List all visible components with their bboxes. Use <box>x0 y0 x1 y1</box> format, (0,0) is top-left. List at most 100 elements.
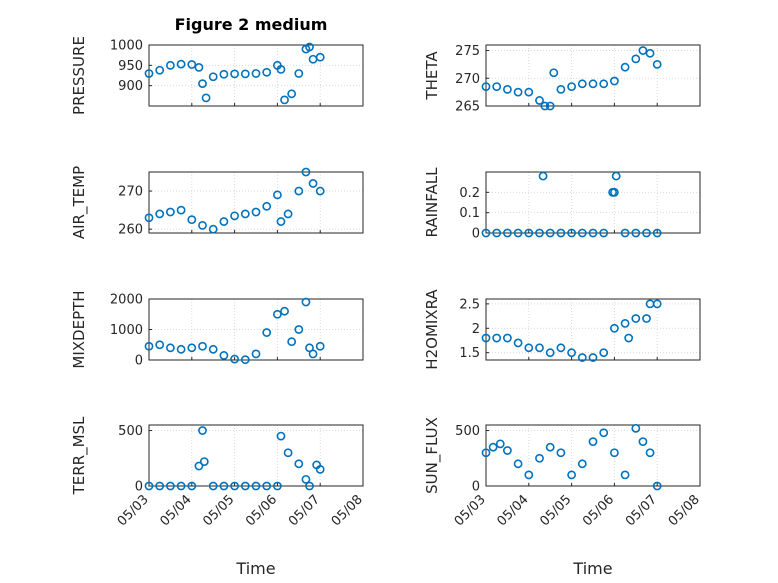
y-tick-label: 500 <box>118 424 143 439</box>
x-axis-label: Time <box>572 559 612 578</box>
data-point <box>315 52 325 62</box>
data-point <box>240 69 250 79</box>
data-point <box>567 228 576 238</box>
data-point <box>272 481 282 491</box>
y-axis-label: SUN_FLUX <box>423 417 442 494</box>
data-point <box>502 333 512 343</box>
data-point <box>492 228 502 238</box>
data-point <box>481 82 491 91</box>
y-tick-label: 900 <box>118 79 143 94</box>
data-point <box>251 349 261 359</box>
data-point <box>577 459 587 469</box>
data-point <box>272 309 282 319</box>
data-point <box>294 325 304 334</box>
data-point <box>524 470 534 480</box>
data-point <box>208 224 218 234</box>
data-point <box>144 481 154 491</box>
y-tick-label: 1000 <box>110 39 143 54</box>
data-point <box>545 348 555 358</box>
data-point <box>308 349 318 359</box>
axes-frame <box>485 44 701 107</box>
data-point <box>219 217 229 226</box>
data-point <box>535 453 544 463</box>
data-point <box>305 42 314 52</box>
axes-border <box>485 171 701 234</box>
data-point <box>315 464 325 474</box>
y-tick-label: 0 <box>472 480 480 495</box>
data-point <box>176 344 186 354</box>
data-point <box>620 228 630 238</box>
y-tick-label: 275 <box>455 44 480 59</box>
y-tick-label: 2000 <box>110 293 143 308</box>
data-point <box>194 62 204 72</box>
data-point <box>599 348 609 358</box>
y-axis-label: THETA <box>423 51 441 101</box>
data-point <box>155 65 165 75</box>
subplot-h2omixra: 1.5 2 2.5 H2OMIXRA <box>423 289 701 370</box>
axes-border <box>485 298 701 361</box>
data-point <box>588 437 598 447</box>
data-point <box>176 205 186 215</box>
data-point <box>481 333 491 343</box>
data-point <box>513 228 523 238</box>
y-tick-label: 0.1 <box>459 206 480 221</box>
y-axis-label: H2OMIXRA <box>423 289 441 370</box>
data-point <box>577 228 587 238</box>
data-point <box>198 426 207 435</box>
data-point <box>165 60 175 70</box>
axes-frame <box>148 171 364 234</box>
data-point <box>240 209 250 219</box>
subplot-pressure: 900 950 1000 PRESSURE <box>70 36 364 115</box>
data-point <box>240 355 250 365</box>
data-point <box>208 344 218 354</box>
data-point <box>513 338 523 348</box>
data-point <box>276 65 286 74</box>
data-point <box>610 76 619 86</box>
data-point <box>262 481 272 491</box>
y-tick-label: 1000 <box>110 323 143 338</box>
data-point <box>556 343 566 353</box>
y-axis-label: RAINFALL <box>423 167 441 238</box>
data-point <box>538 171 548 181</box>
y-tick-label: 0 <box>472 227 480 242</box>
data-point <box>305 481 314 491</box>
data-series <box>481 423 662 491</box>
data-point <box>610 448 619 458</box>
data-point <box>272 190 282 200</box>
data-point <box>577 353 587 362</box>
data-point <box>219 351 229 360</box>
data-point <box>187 343 197 353</box>
axes-border <box>148 424 364 487</box>
data-point <box>645 48 655 58</box>
data-point <box>638 437 648 447</box>
data-point <box>524 87 534 97</box>
data-point <box>535 343 544 353</box>
y-tick-label: 270 <box>118 185 143 200</box>
data-point <box>280 95 289 105</box>
data-point <box>642 314 651 323</box>
data-point <box>144 213 154 223</box>
data-point <box>294 186 304 196</box>
subplot-air-temp: 260 270 AIR_TEMP <box>70 166 364 239</box>
data-point <box>577 79 587 89</box>
data-series <box>481 299 662 362</box>
x-axis-label: Time <box>235 559 275 578</box>
y-tick-label: 1.5 <box>459 346 480 361</box>
data-point <box>194 461 204 471</box>
data-point <box>198 341 207 351</box>
data-point <box>308 179 318 188</box>
data-point <box>481 448 491 458</box>
subplot-grid: 900 950 1000 PRESSURE 265 270 275 THETA 260 270 AI… <box>70 36 703 578</box>
y-tick-label: 0 <box>135 480 143 495</box>
data-point <box>230 481 239 491</box>
data-point <box>610 187 619 197</box>
data-point <box>301 167 311 177</box>
data-point <box>652 228 662 238</box>
axes-frame <box>148 44 364 107</box>
data-point <box>176 59 186 69</box>
y-tick-label: 0 <box>135 354 143 369</box>
data-point <box>287 89 297 99</box>
data-point <box>488 442 498 452</box>
data-point <box>599 428 609 438</box>
